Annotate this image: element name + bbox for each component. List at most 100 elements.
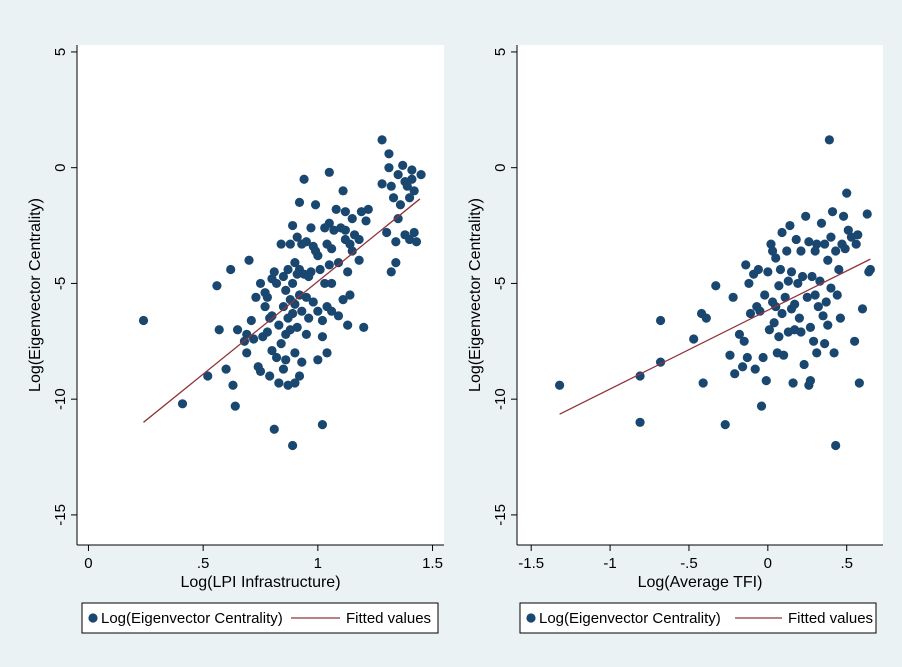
scatter-point [796,246,806,256]
scatter-point [290,257,300,268]
scatter-point [393,170,403,180]
scatter-point [288,308,298,319]
scatter-point [810,246,820,256]
scatter-point [313,251,323,261]
scatter-point [313,306,323,316]
scatter-point [304,313,314,323]
scatter-point [363,204,373,214]
scatter-point [382,227,392,238]
scatter-point [317,420,328,430]
legend-marker-scatter [88,613,98,623]
scatter-point [276,339,286,349]
scatter-point [756,401,767,411]
scatter-point [333,311,344,321]
scatter-point [766,239,776,249]
scatter-point [851,239,861,249]
scatter-point [388,193,399,203]
scatter-point [313,355,323,365]
scatter-point [347,214,357,224]
x-tick-label: -1 [603,555,616,572]
scatter-point [402,181,412,191]
scatter-point [306,267,316,277]
scatter-point [826,283,836,293]
scatter-point [793,278,803,289]
scatter-point [297,357,307,367]
scatter-point [278,364,289,374]
scatter-point [779,350,789,360]
scatter-point [177,399,188,409]
x-tick-label: .5 [197,555,210,572]
scatter-point [244,255,254,265]
scatter-point [294,197,305,208]
scatter-point [785,220,795,231]
scatter-point [288,440,298,451]
y-axis-title: Log(Eigenvector Centrality) [27,198,44,392]
scatter-point [361,216,371,226]
scatter-point [203,371,213,381]
scatter-point [276,239,286,249]
y-tick-label: -10 [492,388,509,410]
scatter-point [269,267,279,277]
scatter-point [838,211,849,221]
scatter-point [835,313,846,323]
scatter-point [340,225,350,235]
scatter-point [274,378,284,388]
scatter-point [324,167,334,177]
scatter-point [265,371,275,381]
y-tick-label: 5 [52,48,69,56]
scatter-point [720,420,730,430]
y-tick-label: -15 [492,504,509,526]
scatter-point [327,306,337,316]
scatter-point [310,200,321,210]
scatter-point [818,311,828,321]
scatter-point [761,376,771,386]
scatter-point [780,292,790,302]
scatter-point [301,329,311,339]
x-axis-title: Log(Average TFI) [638,574,763,591]
scatter-point [338,295,348,305]
scatter-point [820,239,830,249]
scatter-point [813,301,823,312]
scatter-point [292,322,302,333]
plot-area [77,45,444,545]
scatter-point [290,348,300,358]
scatter-point [774,281,784,291]
scatter-point [340,207,350,217]
scatter-point [794,313,804,323]
scatter-point [827,207,838,217]
scatter-point [246,315,256,326]
legend-box [519,602,877,634]
scatter-point [221,364,231,374]
scatter-point [281,285,291,295]
x-tick-label: 0 [764,555,772,572]
scatter-point [411,237,422,247]
scatter-point [395,200,406,210]
scatter-point [758,352,768,363]
scatter-point [834,264,844,275]
scatter-point [345,290,355,300]
scatter-point [745,308,756,319]
scatter-point [840,244,850,254]
scatter-point [301,237,311,247]
scatter-point [635,417,645,427]
scatter-series [138,135,426,451]
scatter-point [377,179,387,189]
scatter-point [865,264,875,275]
scatter-point [398,160,408,170]
scatter-point [320,278,330,289]
scatter-point [786,267,797,277]
plot-area [517,45,883,545]
y-tick-label: 0 [492,164,509,172]
legend-label-line: Fitted values [346,610,431,627]
scatter-point [255,278,266,289]
legend: Log(Eigenvector Centrality) Fitted values [519,602,877,634]
scatter-point [862,209,872,219]
scatter-point [744,278,754,289]
y-tick-label: -5 [52,277,69,290]
scatter-point [635,371,645,381]
scatter-point [242,348,252,358]
scatter-point [821,297,831,307]
scatter-point [377,135,387,145]
right-chart-panel: -15 -10 -5 0 5 -1.5 -1 -.5 0 .5 Log(Average TFI) Lo… [467,45,883,634]
